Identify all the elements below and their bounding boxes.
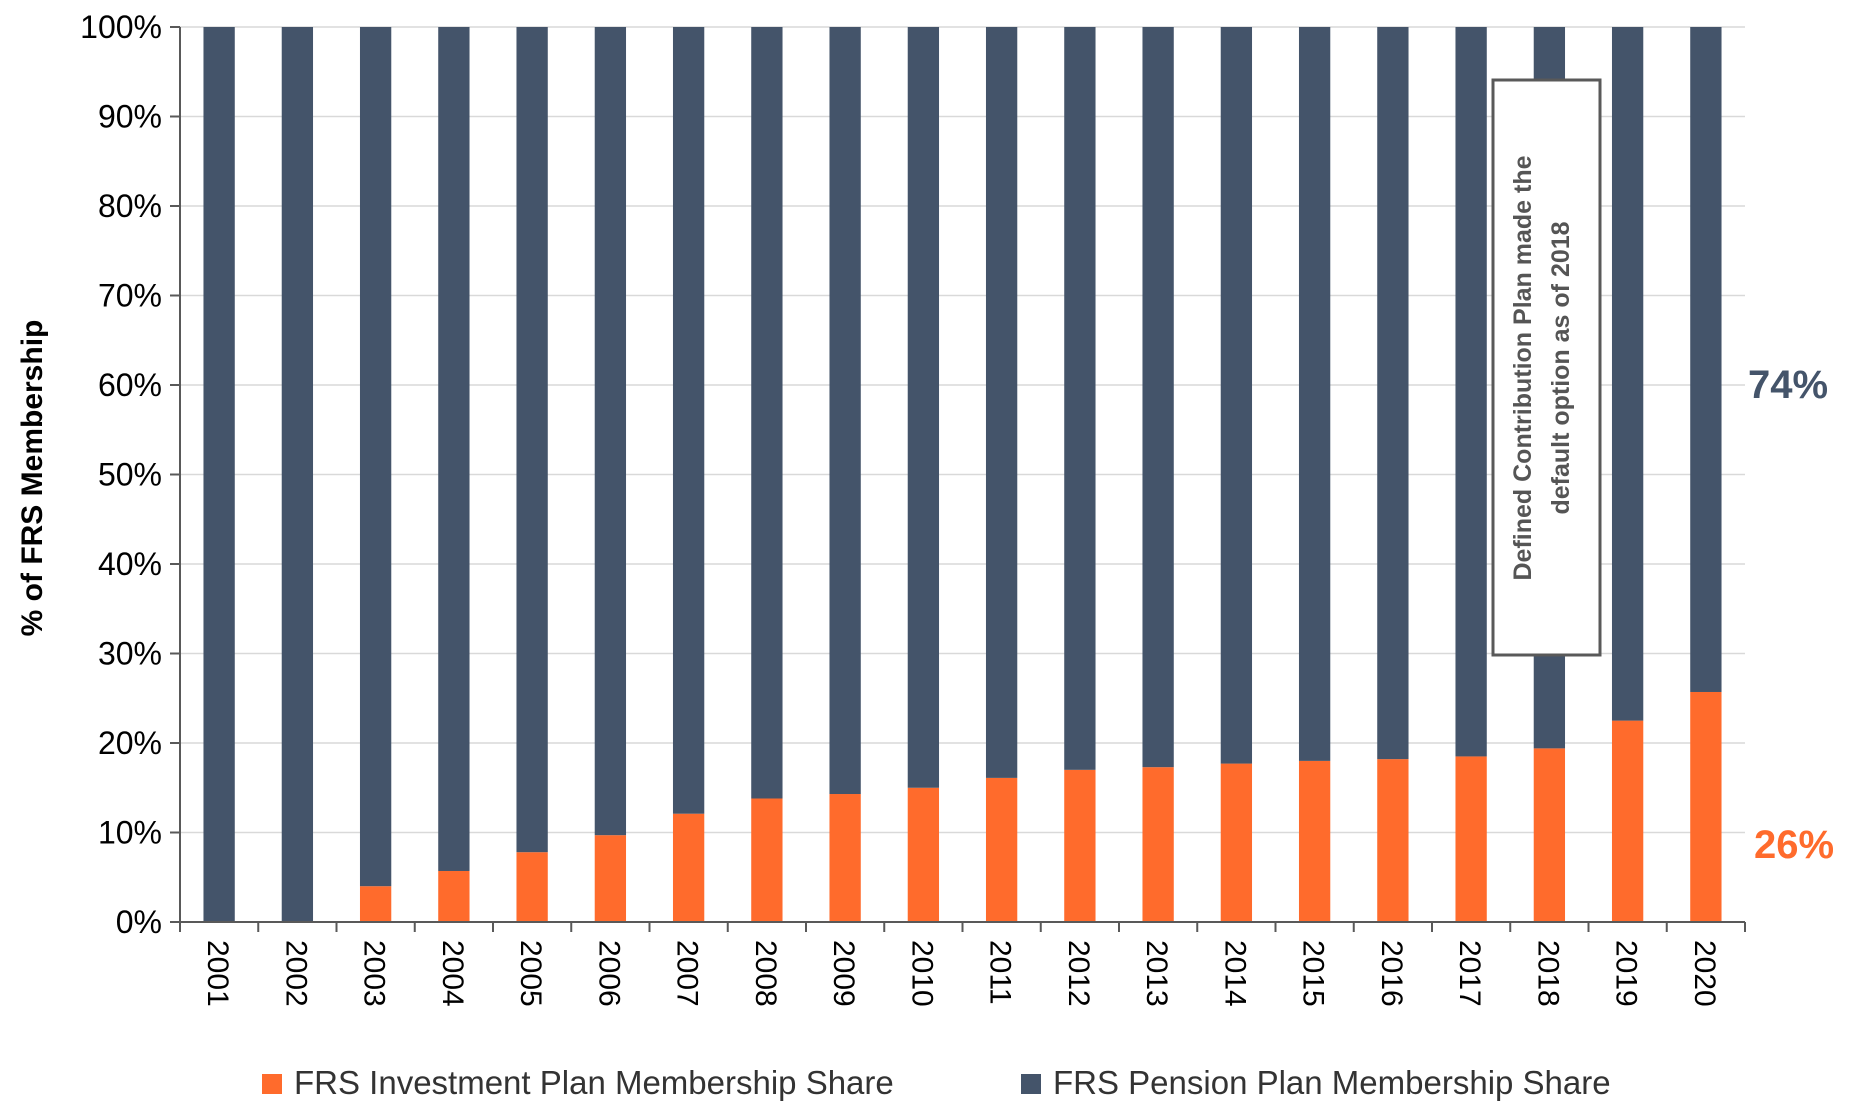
bar-investment-2005 (516, 852, 548, 922)
end-label-investment: 26% (1754, 823, 1834, 867)
annotation-line-1: Defined Contribution Plan made the (1509, 155, 1537, 580)
bar-pension-2004 (438, 27, 470, 871)
bars (203, 27, 1722, 922)
x-tick-label: 2009 (827, 940, 860, 1007)
bar-investment-2020 (1690, 691, 1722, 922)
bar-investment-2016 (1377, 759, 1409, 922)
bar-investment-2009 (829, 794, 861, 922)
x-tick-label: 2015 (1297, 940, 1330, 1007)
bar-pension-2008 (751, 27, 783, 799)
y-tick-label: 80% (98, 188, 162, 224)
legend-label-investment: FRS Investment Plan Membership Share (294, 1064, 894, 1101)
x-tick-label: 2018 (1531, 940, 1564, 1007)
bar-pension-2005 (516, 27, 548, 853)
x-tick-label: 2019 (1610, 940, 1643, 1007)
annotation-line-2: default option as of 2018 (1547, 221, 1575, 514)
bar-pension-2014 (1220, 27, 1253, 764)
bar-investment-2003 (359, 886, 392, 922)
bar-pension-2019 (1611, 27, 1644, 721)
legend-swatch-investment (262, 1074, 282, 1094)
end-label-pension: 74% (1748, 363, 1828, 407)
x-tick-label: 2010 (905, 940, 938, 1007)
legend-label-pension: FRS Pension Plan Membership Share (1053, 1064, 1611, 1101)
bar-pension-2017 (1455, 27, 1487, 757)
bar-investment-2015 (1298, 760, 1331, 922)
bar-pension-2002 (281, 27, 314, 922)
x-tick-label: 2006 (592, 940, 625, 1007)
bar-investment-2004 (438, 870, 470, 922)
x-tick-label: 2011 (984, 940, 1017, 1005)
y-tick-label: 60% (98, 367, 162, 403)
y-tick-label: 10% (98, 815, 162, 851)
x-tick-label: 2001 (201, 940, 234, 1007)
y-tick-labels: 0% 10% 20% 30% 40% 50% 60% 70% 80% 90% 100% (80, 9, 162, 940)
bar-investment-2014 (1220, 763, 1253, 922)
x-tick-label: 2004 (436, 940, 469, 1007)
legend-swatch-pension (1021, 1074, 1041, 1094)
axes (179, 27, 1746, 932)
bar-investment-2012 (1064, 769, 1096, 922)
bar-pension-2013 (1142, 27, 1174, 768)
x-tick-label: 2003 (358, 940, 391, 1007)
bar-investment-2008 (751, 798, 783, 922)
y-tick-label: 30% (98, 636, 162, 672)
bar-investment-2013 (1142, 767, 1174, 922)
bar-pension-2007 (672, 27, 705, 814)
y-tick-label: 90% (98, 99, 162, 135)
bar-pension-2006 (594, 27, 627, 836)
bar-pension-2010 (907, 27, 940, 788)
bar-investment-2011 (985, 777, 1018, 922)
bar-investment-2017 (1455, 756, 1487, 922)
bar-investment-2010 (907, 787, 940, 922)
bar-pension-2003 (359, 27, 392, 887)
x-tick-label: 2002 (279, 940, 312, 1007)
bar-pension-2012 (1064, 27, 1096, 770)
x-tick-labels: 2001 2002 2003 2004 2005 2006 2007 2008 2009 2010… (201, 940, 1721, 1007)
bar-pension-2009 (829, 27, 861, 795)
bar-investment-2007 (672, 813, 705, 922)
annotation-box: Defined Contribution Plan made the defau… (1491, 78, 1602, 657)
x-tick-label: 2017 (1453, 940, 1486, 1007)
bar-investment-2019 (1611, 720, 1644, 922)
bar-investment-2018 (1533, 748, 1566, 922)
bar-pension-2001 (203, 27, 235, 922)
bar-pension-2011 (985, 27, 1018, 778)
y-tick-label: 40% (98, 546, 162, 582)
y-tick-label: 20% (98, 725, 162, 761)
x-tick-label: 2005 (514, 940, 547, 1007)
bar-pension-2015 (1298, 27, 1331, 761)
y-tick-label: 0% (116, 904, 162, 940)
x-tick-label: 2016 (1375, 940, 1408, 1007)
legend: FRS Investment Plan Membership Share FRS… (262, 1064, 1611, 1101)
x-tick-label: 2008 (749, 940, 782, 1007)
y-tick-label: 70% (98, 278, 162, 314)
x-tick-label: 2007 (671, 940, 704, 1007)
y-tick-label: 100% (80, 9, 162, 45)
bar-pension-2016 (1377, 27, 1409, 760)
x-tick-label: 2012 (1062, 940, 1095, 1007)
x-tick-label: 2014 (1218, 940, 1251, 1007)
y-axis-label: % of FRS Membership (16, 320, 49, 637)
x-tick-label: 2020 (1688, 940, 1721, 1007)
y-tick-label: 50% (98, 457, 162, 493)
x-tick-label: 2013 (1140, 940, 1173, 1007)
bar-investment-2006 (594, 835, 627, 922)
bar-pension-2020 (1690, 27, 1722, 692)
